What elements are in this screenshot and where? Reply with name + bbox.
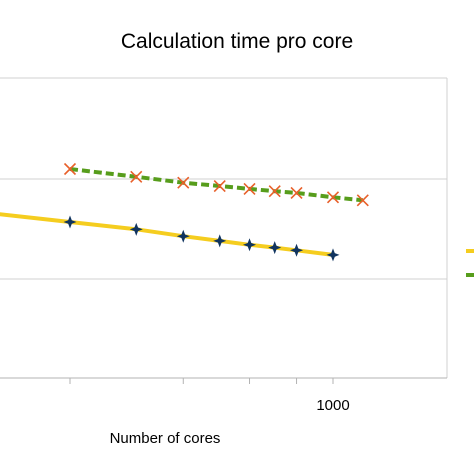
x-tick-labels: 1000 xyxy=(316,397,349,414)
series-1-point-5 xyxy=(268,185,281,198)
series-1-point-2 xyxy=(177,176,190,189)
series-1-point-0 xyxy=(63,162,77,176)
series-0-point-0 xyxy=(63,215,77,229)
series-1-point-1 xyxy=(130,170,143,183)
series-0-point-1 xyxy=(129,222,143,236)
legend xyxy=(466,249,474,277)
series-0-point-2 xyxy=(176,229,190,243)
axes xyxy=(0,377,447,384)
series xyxy=(0,162,369,262)
series-1-point-4 xyxy=(243,182,256,195)
series-0-point-3 xyxy=(213,234,227,248)
grid xyxy=(0,77,448,378)
series-0-point-7 xyxy=(326,248,340,262)
x-axis-label: Number of cores xyxy=(110,430,221,447)
series-1-line xyxy=(69,167,364,203)
series-1-point-6 xyxy=(290,186,303,199)
series-0-point-6 xyxy=(290,243,304,257)
series-0-line xyxy=(0,212,334,257)
series-0-point-4 xyxy=(243,238,257,252)
series-1-point-8 xyxy=(356,194,369,207)
x-tick-label-0: 1000 xyxy=(316,397,349,414)
series-0-point-5 xyxy=(268,241,282,255)
chart-title: Calculation time pro core xyxy=(121,30,353,53)
series-1-point-7 xyxy=(326,191,340,204)
series-1-point-3 xyxy=(213,179,226,193)
